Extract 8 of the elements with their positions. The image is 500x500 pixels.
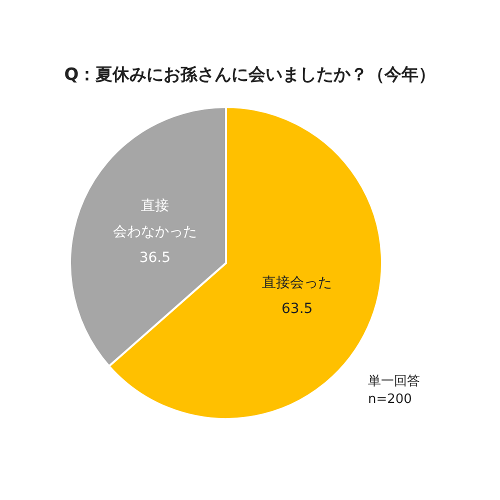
slice-label: 直接会った xyxy=(262,275,332,292)
slice-label: 直接会わなかった xyxy=(112,198,197,240)
data-label: 36.5 xyxy=(139,250,170,266)
text: 単一回答 xyxy=(368,374,420,389)
slice: 直接会わなかった 36.5 xyxy=(69,106,227,368)
data-label: 63.5 xyxy=(282,301,313,318)
chart-title: Q：夏休みにお孫さんに会いましたか？（今年） xyxy=(64,65,436,85)
text: n=200 xyxy=(368,392,412,407)
